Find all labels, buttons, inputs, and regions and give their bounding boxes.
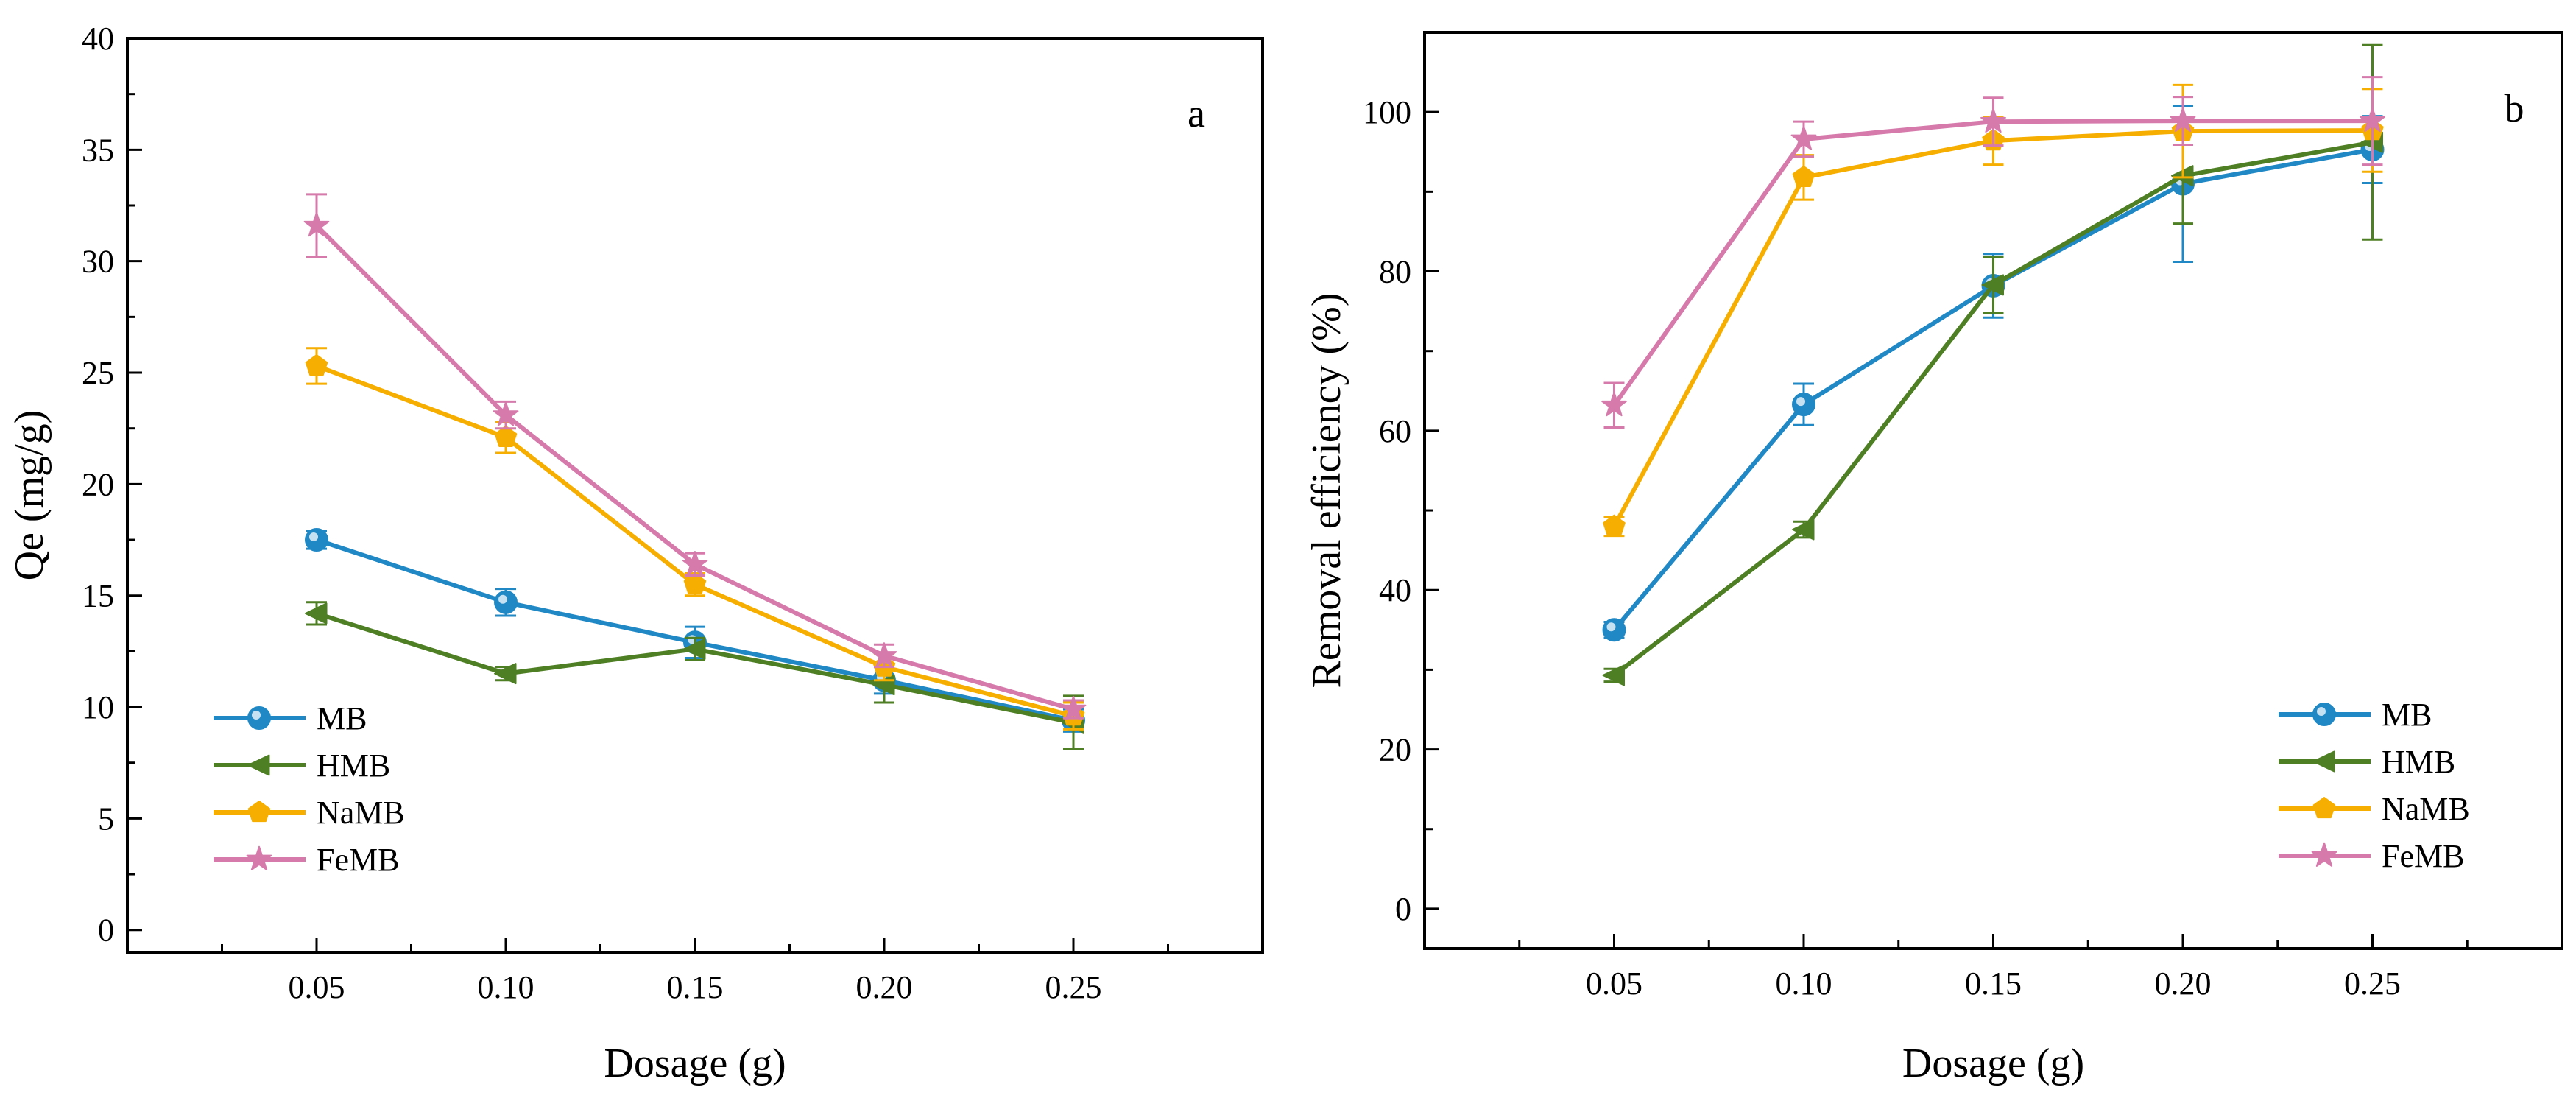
x-tick-label: 0.05	[289, 969, 345, 1005]
y-tick-label: 80	[1379, 254, 1411, 290]
data-point-FeMB	[1601, 392, 1627, 417]
legend-label-MB: MB	[2382, 697, 2432, 733]
x-tick-label: 0.10	[1776, 965, 1832, 1002]
y-tick-label: 5	[98, 801, 114, 837]
data-point-NaMB	[494, 425, 518, 447]
data-point-FeMB	[2170, 107, 2196, 133]
y-tick-label: 15	[82, 578, 114, 614]
legend-label-NaMB: NaMB	[317, 795, 405, 831]
legend-label-NaMB: NaMB	[2382, 791, 2470, 827]
legend-marker-NaMB	[247, 801, 271, 823]
data-point-NaMB	[683, 572, 707, 594]
data-point-HMB	[494, 663, 517, 685]
x-tick-label: 0.25	[1045, 969, 1102, 1005]
data-point-NaMB	[1603, 514, 1626, 536]
legend: MB HMB NaMB FeMB	[214, 700, 405, 878]
y-tick-label: 35	[82, 132, 114, 168]
y-tick-label: 20	[1379, 732, 1411, 768]
data-point-MB-highlight	[1606, 622, 1616, 632]
series-MB	[1602, 105, 2385, 642]
y-tick-label: 40	[1379, 572, 1411, 608]
legend-marker-MB-highlight	[252, 711, 261, 720]
x-tick-label: 0.15	[667, 969, 724, 1005]
data-point-HMB	[1602, 664, 1625, 686]
series-FeMB	[303, 193, 1087, 721]
data-point-FeMB	[2360, 107, 2385, 133]
data-point-FeMB	[871, 642, 897, 667]
data-point-FeMB	[1790, 125, 1817, 150]
data-point-HMB	[683, 638, 706, 660]
series-FeMB	[1601, 76, 2385, 429]
chart-panel-b: 0 20 40 60 80 100 0.05 0.10 0.15 0.20 0.25 Dosage (…	[1304, 31, 2563, 1086]
x-tick-label: 0.05	[1586, 965, 1642, 1002]
data-point-NaMB	[305, 353, 328, 376]
series-NaMB	[305, 347, 1085, 731]
data-point-FeMB	[1980, 108, 2006, 133]
series-line-MB	[1612, 147, 2374, 632]
series-HMB	[1602, 43, 2383, 686]
x-axis-title: Dosage (g)	[1902, 1041, 2084, 1086]
legend-label-HMB: HMB	[2382, 744, 2455, 780]
series-line-NaMB	[315, 364, 1074, 719]
data-point-HMB	[1981, 274, 2004, 296]
y-tick-label: 100	[1363, 94, 1411, 130]
y-tick-label: 0	[1395, 891, 1411, 927]
legend-marker-HMB	[247, 754, 270, 776]
data-point-FeMB	[682, 551, 708, 576]
x-tick-label: 0.20	[856, 969, 913, 1005]
y-tick-label: 20	[82, 466, 114, 502]
data-point-HMB	[1792, 518, 1815, 541]
y-tick-label: 10	[82, 689, 114, 725]
legend-label-HMB: HMB	[317, 748, 390, 784]
legend-label-FeMB: FeMB	[317, 842, 399, 878]
plot-frame	[126, 37, 1264, 954]
y-tick-label: 60	[1379, 413, 1411, 449]
data-point-HMB	[305, 602, 328, 625]
chart-panel-a: 0 5 10 15 20 25 30 35 40 0.05 0.10 0.15 0.20 0.25 Dosa…	[7, 21, 1264, 1086]
y-tick-label: 0	[98, 912, 114, 949]
x-tick-label: 0.20	[2155, 965, 2212, 1002]
legend-marker-MB-highlight	[2317, 707, 2326, 716]
x-axis-title: Dosage (g)	[604, 1041, 786, 1086]
panel-label: a	[1188, 91, 1205, 136]
series-line-HMB	[1612, 140, 2374, 678]
y-axis-title: Removal efficiency (%)	[1304, 293, 1349, 689]
y-tick-label: 40	[82, 21, 114, 57]
series-line-NaMB	[1612, 128, 2373, 528]
y-axis-title: Qe (mg/g)	[7, 410, 52, 581]
legend-label-MB: MB	[317, 700, 367, 736]
x-tick-label: 0.25	[2344, 965, 2401, 1002]
legend: MB HMB NaMB FeMB	[2279, 697, 2470, 874]
x-tick-label: 0.10	[478, 969, 534, 1005]
legend-marker-NaMB	[2312, 797, 2336, 819]
data-point-FeMB	[493, 401, 519, 426]
y-tick-label: 25	[82, 355, 114, 391]
legend-marker-FeMB	[246, 845, 272, 870]
data-point-MB-highlight	[309, 532, 318, 542]
panel-label: b	[2505, 86, 2524, 130]
legend-label-FeMB: FeMB	[2382, 838, 2464, 874]
data-point-FeMB	[1060, 695, 1087, 721]
series-HMB	[305, 601, 1084, 751]
data-point-MB-highlight	[1796, 397, 1805, 407]
legend-marker-FeMB	[2311, 842, 2337, 867]
data-point-MB-highlight	[498, 594, 507, 604]
data-point-NaMB	[1792, 165, 1815, 188]
x-tick-label: 0.15	[1965, 965, 2022, 1002]
legend-marker-HMB	[2312, 750, 2335, 773]
y-tick-label: 30	[82, 244, 114, 280]
data-point-FeMB	[303, 212, 330, 237]
